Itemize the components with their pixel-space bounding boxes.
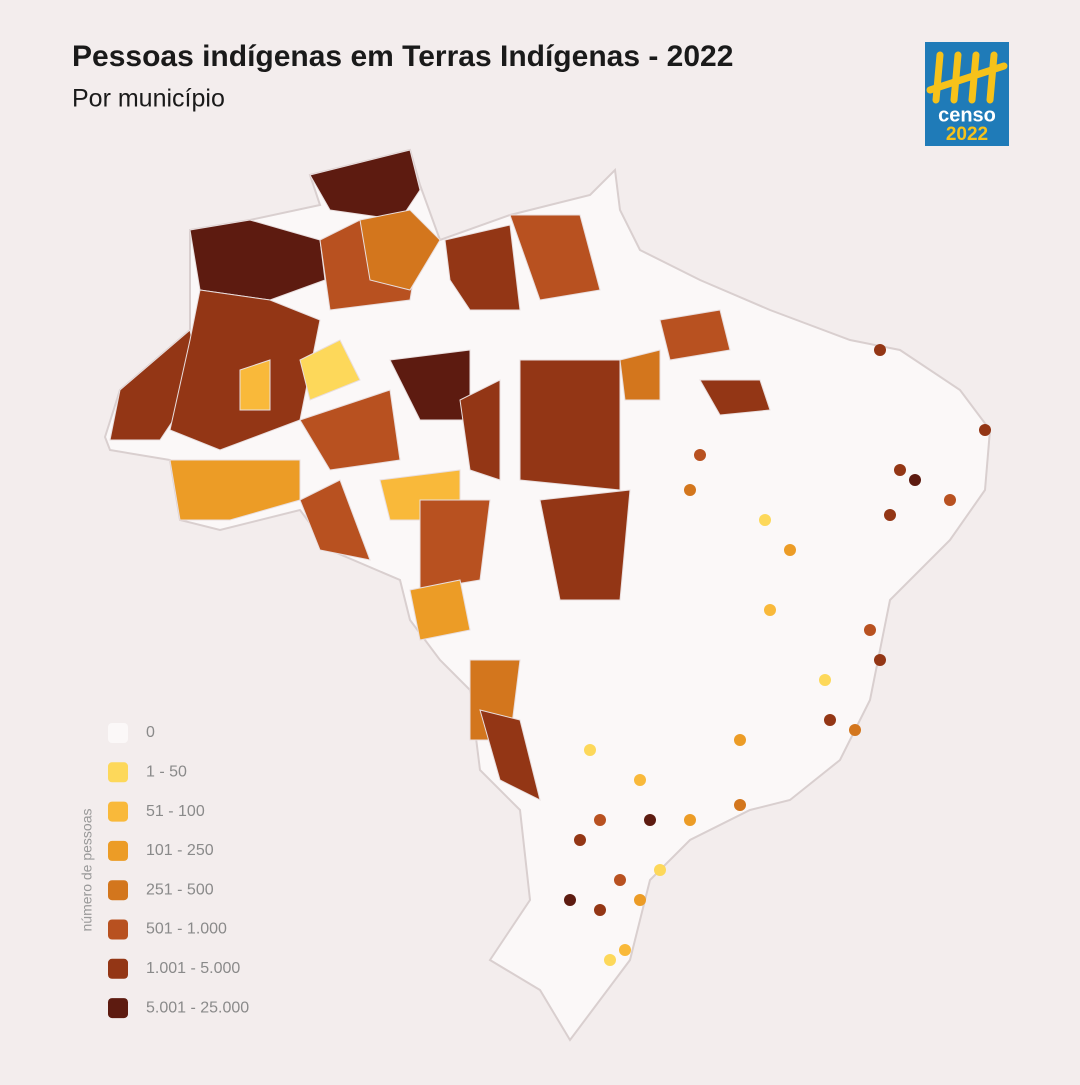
municipality xyxy=(979,424,991,436)
region xyxy=(509,214,601,301)
legend: número de pessoas 0 1 - 50 51 - 100 101 - 2… xyxy=(79,723,249,1019)
legend-label: 5.001 - 25.000 xyxy=(146,999,249,1016)
legend-swatch xyxy=(108,998,128,1019)
legend-swatch xyxy=(108,801,128,822)
region xyxy=(444,224,521,311)
region xyxy=(419,499,491,591)
legend-label: 1.001 - 5.000 xyxy=(146,960,240,977)
region xyxy=(299,389,401,471)
region xyxy=(519,359,621,491)
municipality xyxy=(824,714,836,726)
municipality xyxy=(594,814,606,826)
logo-year: 2022 xyxy=(946,124,988,145)
municipality xyxy=(684,484,696,496)
region xyxy=(359,209,441,291)
region xyxy=(299,339,361,401)
municipality xyxy=(819,674,831,686)
municipality xyxy=(864,624,876,636)
municipality xyxy=(909,474,921,486)
region xyxy=(659,309,731,361)
legend-swatch xyxy=(108,919,128,940)
legend-label: 51 - 100 xyxy=(146,803,205,820)
subtitle: Por município xyxy=(72,85,225,113)
region xyxy=(619,349,661,401)
legend-swatch xyxy=(108,840,128,861)
municipality xyxy=(874,654,886,666)
legend-swatch xyxy=(108,762,128,783)
municipality xyxy=(734,799,746,811)
region xyxy=(299,479,371,561)
logo-text: censo xyxy=(938,104,996,126)
municipality xyxy=(584,744,596,756)
municipality xyxy=(564,894,576,906)
land xyxy=(103,148,992,1042)
municipality xyxy=(759,514,771,526)
region xyxy=(239,359,271,411)
municipality xyxy=(874,344,886,356)
logo-marks xyxy=(926,51,1008,104)
logo: censo 2022 xyxy=(925,42,1009,146)
region xyxy=(539,489,631,601)
municipality xyxy=(944,494,956,506)
municipality xyxy=(594,904,606,916)
municipality xyxy=(849,724,861,736)
legend-label: 101 - 250 xyxy=(146,842,214,859)
municipality xyxy=(574,834,586,846)
legend-label: 0 xyxy=(146,724,155,741)
municipality xyxy=(764,604,776,616)
legend-title: número de pessoas xyxy=(79,809,95,932)
municipality xyxy=(694,449,706,461)
municipality xyxy=(634,774,646,786)
region xyxy=(699,379,771,416)
legend-swatch xyxy=(108,880,128,901)
municipality xyxy=(634,894,646,906)
municipality xyxy=(734,734,746,746)
legend-label: 1 - 50 xyxy=(146,764,187,781)
municipality xyxy=(614,874,626,886)
region xyxy=(479,709,541,801)
municipality xyxy=(619,944,631,956)
municipality xyxy=(644,814,656,826)
legend-label: 501 - 1.000 xyxy=(146,921,227,938)
municipality xyxy=(684,814,696,826)
region xyxy=(169,459,301,521)
municipality xyxy=(784,544,796,556)
legend-label: 251 - 500 xyxy=(146,881,214,898)
title: Pessoas indígenas em Terras Indígenas - … xyxy=(72,40,733,73)
legend-swatch xyxy=(108,958,128,979)
municipality xyxy=(604,954,616,966)
region xyxy=(409,579,471,641)
municipality xyxy=(654,864,666,876)
legend-swatch xyxy=(108,723,128,743)
region xyxy=(459,379,501,481)
region xyxy=(309,149,421,221)
municipality xyxy=(894,464,906,476)
municipality xyxy=(884,509,896,521)
